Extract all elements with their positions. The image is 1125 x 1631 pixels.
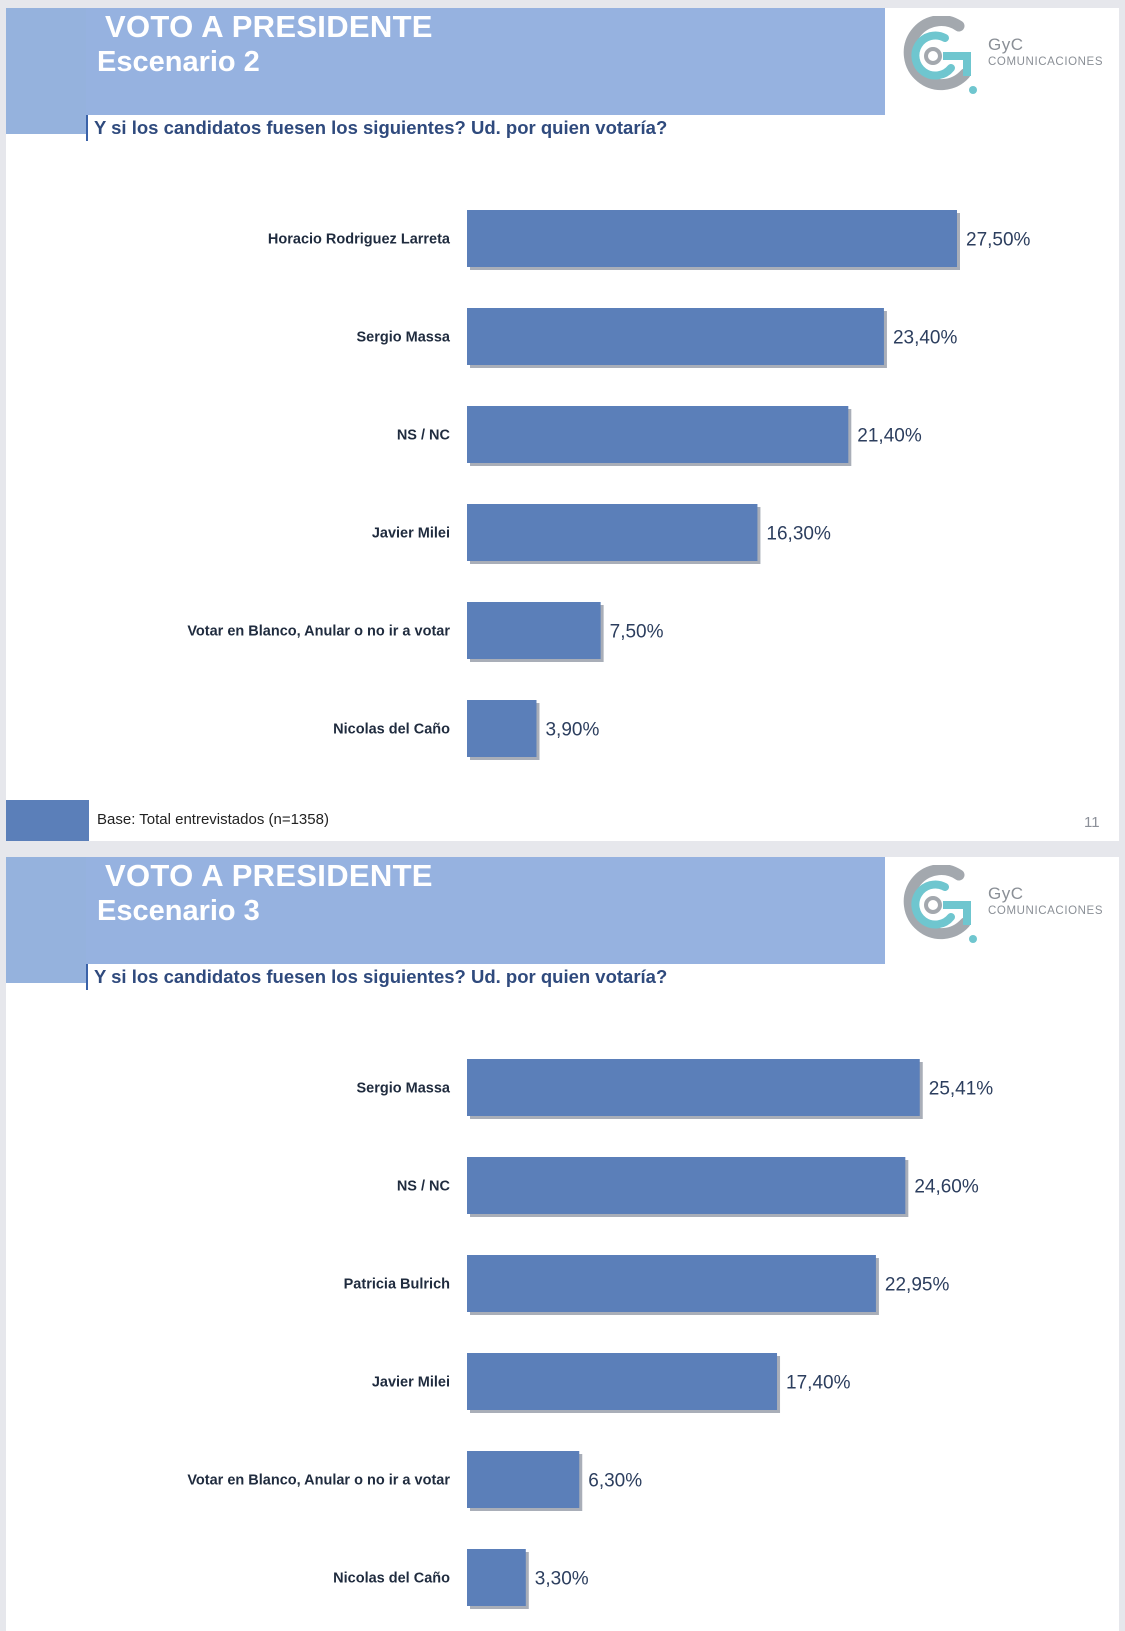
value-label: 3,30% bbox=[535, 1569, 589, 1590]
value-label: 7,50% bbox=[610, 622, 664, 643]
category-label: Nicolas del Caño bbox=[333, 1571, 450, 1587]
header-band-left bbox=[6, 857, 86, 983]
value-label: 27,50% bbox=[966, 230, 1031, 251]
survey-question: Y si los candidatos fuesen los siguiente… bbox=[86, 964, 667, 990]
category-label: Votar en Blanco, Anular o no ir a votar bbox=[187, 1473, 450, 1489]
gyc-logo-icon bbox=[903, 865, 977, 943]
value-label: 16,30% bbox=[766, 524, 831, 545]
category-label: Votar en Blanco, Anular o no ir a votar bbox=[187, 624, 450, 640]
bar bbox=[467, 1549, 526, 1606]
bar bbox=[467, 1353, 778, 1410]
slide-escenario-3: VOTO A PRESIDENTE Escenario 3 Y si los c… bbox=[6, 857, 1119, 1631]
value-label: 3,90% bbox=[545, 720, 599, 741]
value-label: 23,40% bbox=[893, 328, 958, 349]
category-label: Patricia Bulrich bbox=[344, 1277, 450, 1293]
slide-title: VOTO A PRESIDENTE bbox=[105, 9, 433, 44]
category-label: Javier Milei bbox=[372, 526, 450, 542]
bar-chart-escenario-3: Sergio Massa 25,41% NS / NC 24,60% Patricia … bbox=[187, 1059, 994, 1609]
value-label: 21,40% bbox=[857, 426, 922, 447]
bar bbox=[467, 1059, 920, 1116]
header-band-left bbox=[6, 8, 86, 134]
slide-subtitle: Escenario 3 bbox=[97, 895, 260, 927]
slide-subtitle: Escenario 2 bbox=[97, 46, 260, 78]
header-band bbox=[86, 857, 885, 964]
category-label: Sergio Massa bbox=[357, 330, 451, 346]
brand-name: GyC bbox=[988, 35, 1024, 54]
header-band bbox=[86, 8, 885, 115]
gyc-logo-icon bbox=[903, 16, 977, 94]
survey-question: Y si los candidatos fuesen los siguiente… bbox=[86, 115, 667, 141]
category-label: Nicolas del Caño bbox=[333, 722, 450, 738]
category-label: NS / NC bbox=[397, 1179, 451, 1195]
value-label: 25,41% bbox=[929, 1079, 994, 1100]
bar bbox=[467, 1255, 876, 1312]
brand-subtitle: COMUNICACIONES bbox=[988, 905, 1104, 917]
bar bbox=[467, 504, 758, 561]
slide-escenario-2: VOTO A PRESIDENTE Escenario 2 Y si los c… bbox=[6, 8, 1119, 841]
bar bbox=[467, 210, 957, 267]
bar bbox=[467, 700, 537, 757]
value-label: 17,40% bbox=[786, 1373, 851, 1394]
bar bbox=[467, 308, 884, 365]
bar bbox=[467, 602, 601, 659]
slide-title: VOTO A PRESIDENTE bbox=[105, 858, 433, 893]
bar-chart-escenario-2: Horacio Rodriguez Larreta 27,50% Sergio Ma… bbox=[187, 210, 1031, 760]
category-label: Sergio Massa bbox=[357, 1081, 451, 1097]
brand-subtitle: COMUNICACIONES bbox=[988, 56, 1104, 68]
category-label: Horacio Rodriguez Larreta bbox=[268, 232, 451, 248]
footer-base-note: Base: Total entrevistados (n=1358) bbox=[97, 811, 329, 828]
value-label: 22,95% bbox=[885, 1275, 950, 1296]
category-label: Javier Milei bbox=[372, 1375, 450, 1391]
value-label: 24,60% bbox=[914, 1177, 979, 1198]
page-number: 11 bbox=[1084, 814, 1100, 831]
brand-name: GyC bbox=[988, 884, 1024, 903]
bar bbox=[467, 1451, 580, 1508]
category-label: NS / NC bbox=[397, 428, 451, 444]
bar bbox=[467, 406, 849, 463]
bar bbox=[467, 1157, 906, 1214]
footer-swatch bbox=[6, 800, 89, 841]
value-label: 6,30% bbox=[588, 1471, 642, 1492]
